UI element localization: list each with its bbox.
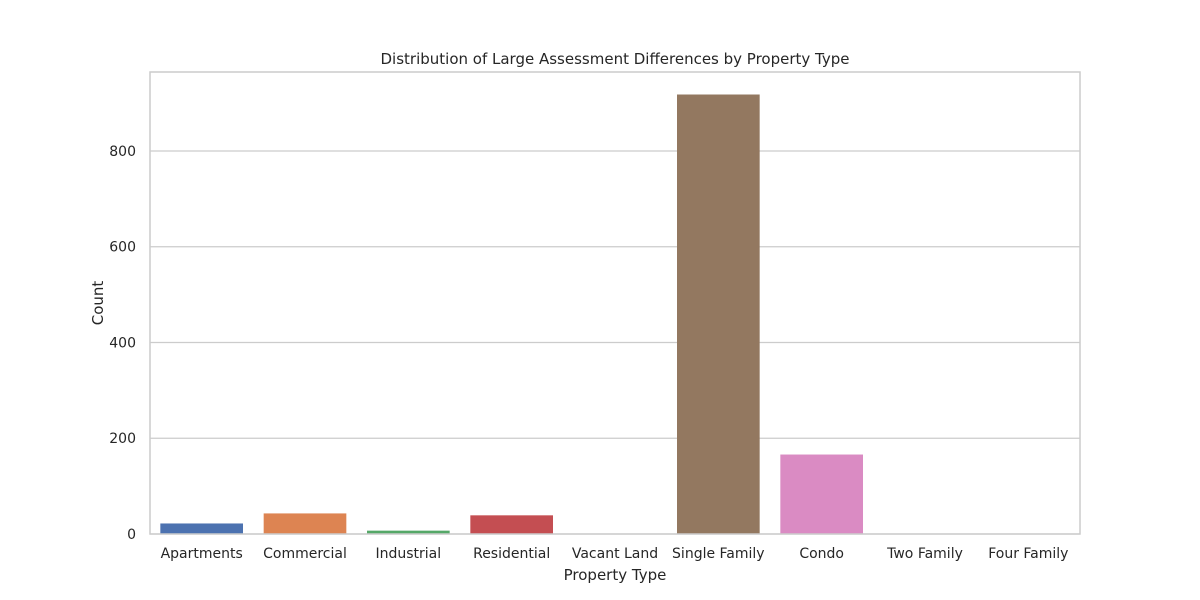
x-axis-label: Property Type bbox=[564, 566, 667, 584]
x-tick-label: Apartments bbox=[161, 546, 243, 562]
bar-residential bbox=[470, 515, 553, 534]
x-tick-label: Four Family bbox=[988, 546, 1068, 562]
bar-single-family bbox=[677, 94, 760, 534]
x-tick-label: Vacant Land bbox=[572, 546, 658, 562]
bar-condo bbox=[780, 454, 863, 534]
x-tick-label: Two Family bbox=[886, 546, 963, 562]
y-tick-labels: 0 200 400 600 800 bbox=[109, 144, 136, 543]
y-tick-label: 600 bbox=[109, 240, 136, 256]
x-tick-label: Commercial bbox=[263, 546, 347, 562]
x-tick-label: Single Family bbox=[672, 546, 765, 562]
x-tick-label: Industrial bbox=[375, 546, 441, 562]
bar-apartments bbox=[160, 523, 243, 534]
y-axis-label: Count bbox=[89, 281, 107, 326]
y-tick-label: 800 bbox=[109, 144, 136, 160]
bar-industrial bbox=[367, 530, 450, 534]
x-tick-labels: Apartments Commercial Industrial Residentia… bbox=[161, 546, 1069, 562]
plot-background bbox=[150, 72, 1080, 534]
x-tick-label: Residential bbox=[473, 546, 550, 562]
chart-title: Distribution of Large Assessment Differe… bbox=[381, 50, 850, 68]
x-tick-label: Condo bbox=[799, 546, 844, 562]
bar-commercial bbox=[263, 513, 347, 534]
bars bbox=[160, 94, 863, 534]
y-tick-label: 400 bbox=[109, 335, 136, 351]
y-tick-label: 0 bbox=[127, 527, 136, 543]
plot-frame bbox=[149, 71, 1081, 535]
y-tick-label: 200 bbox=[109, 431, 136, 447]
